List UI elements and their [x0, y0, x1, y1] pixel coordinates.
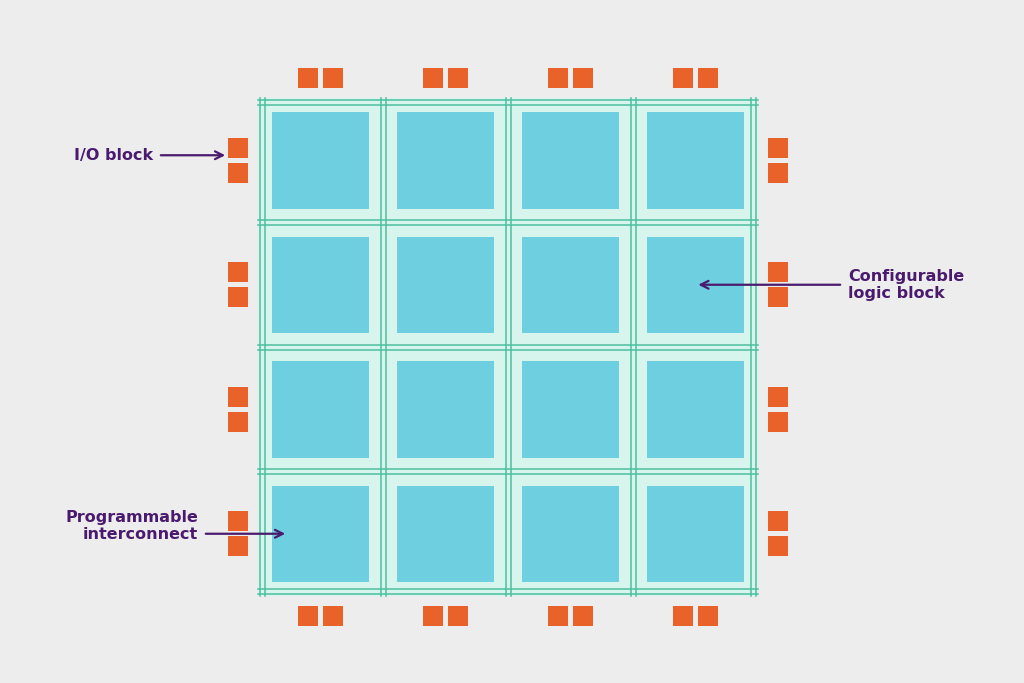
Bar	[768, 138, 788, 158]
Bar	[647, 486, 744, 582]
Bar	[768, 512, 788, 531]
Bar	[397, 112, 494, 208]
Bar	[768, 536, 788, 556]
Bar	[768, 412, 788, 432]
Bar	[647, 361, 744, 458]
Bar	[768, 288, 788, 307]
Bar	[449, 68, 468, 88]
Bar	[228, 512, 248, 531]
Bar	[397, 236, 494, 333]
Bar	[647, 112, 744, 208]
Text: I/O block: I/O block	[74, 148, 153, 163]
Text: Programmable
interconnect: Programmable interconnect	[66, 510, 198, 542]
Bar	[768, 163, 788, 183]
Bar	[272, 486, 369, 582]
Bar	[323, 606, 343, 626]
Bar	[272, 236, 369, 333]
Bar	[272, 361, 369, 458]
Bar	[228, 412, 248, 432]
Bar	[698, 68, 718, 88]
Bar	[522, 361, 618, 458]
Bar	[573, 68, 593, 88]
Bar	[228, 387, 248, 407]
Bar	[673, 68, 693, 88]
Bar	[397, 486, 494, 582]
Bar	[548, 606, 568, 626]
Bar	[258, 98, 758, 596]
Bar	[522, 236, 618, 333]
Bar	[323, 68, 343, 88]
Bar	[228, 163, 248, 183]
Bar	[298, 606, 318, 626]
Bar	[397, 361, 494, 458]
Bar	[449, 606, 468, 626]
Bar	[423, 606, 443, 626]
Bar	[522, 112, 618, 208]
Text: Configurable
logic block: Configurable logic block	[848, 268, 965, 301]
Bar	[228, 536, 248, 556]
Bar	[423, 68, 443, 88]
Bar	[647, 236, 744, 333]
Bar	[228, 288, 248, 307]
Bar	[698, 606, 718, 626]
Bar	[228, 262, 248, 282]
Bar	[298, 68, 318, 88]
Bar	[768, 387, 788, 407]
Bar	[673, 606, 693, 626]
Bar	[228, 138, 248, 158]
Bar	[573, 606, 593, 626]
Bar	[272, 112, 369, 208]
Bar	[522, 486, 618, 582]
Bar	[548, 68, 568, 88]
Bar	[768, 262, 788, 282]
